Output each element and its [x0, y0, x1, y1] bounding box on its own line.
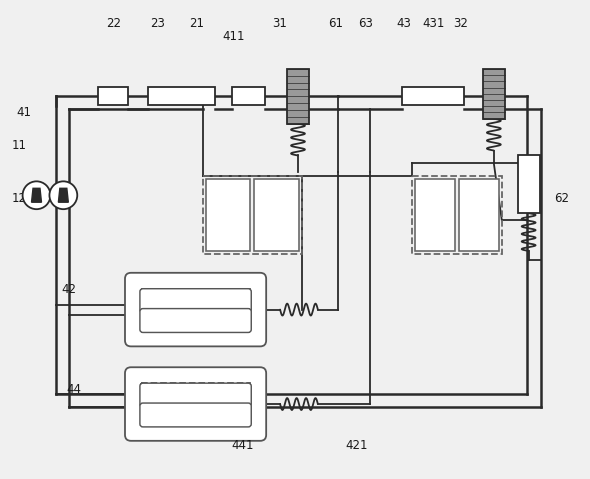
Bar: [517, 156, 540, 213]
Bar: [412, 176, 502, 254]
FancyBboxPatch shape: [125, 367, 266, 441]
Circle shape: [22, 182, 50, 209]
Text: 441: 441: [231, 439, 254, 452]
Bar: [141, 289, 250, 331]
Bar: [402, 87, 464, 105]
Text: 32: 32: [454, 17, 468, 30]
Bar: [148, 87, 215, 105]
Text: 421: 421: [345, 439, 368, 452]
Text: 31: 31: [273, 17, 287, 30]
Bar: [141, 383, 250, 425]
Polygon shape: [58, 188, 68, 202]
Text: 41: 41: [16, 106, 31, 119]
Text: 44: 44: [67, 383, 82, 396]
Text: 63: 63: [358, 17, 373, 30]
Text: 42: 42: [62, 283, 77, 296]
Bar: [202, 176, 302, 254]
Text: 62: 62: [554, 192, 569, 205]
Text: 22: 22: [107, 17, 122, 30]
Text: 21: 21: [189, 17, 204, 30]
Circle shape: [50, 182, 77, 209]
FancyBboxPatch shape: [140, 308, 251, 332]
FancyBboxPatch shape: [125, 273, 266, 346]
Text: 411: 411: [222, 30, 245, 43]
FancyBboxPatch shape: [140, 289, 251, 313]
FancyBboxPatch shape: [140, 403, 251, 427]
Bar: [232, 87, 265, 105]
Bar: [254, 179, 299, 251]
Text: 12: 12: [12, 192, 27, 205]
Text: 11: 11: [12, 139, 27, 152]
Bar: [205, 179, 250, 251]
Bar: [98, 87, 128, 105]
Text: 23: 23: [150, 17, 165, 30]
Text: 431: 431: [422, 17, 444, 30]
FancyBboxPatch shape: [140, 383, 251, 407]
Text: 43: 43: [396, 17, 411, 30]
Bar: [287, 69, 309, 124]
Text: 61: 61: [328, 17, 343, 30]
Bar: [483, 69, 505, 119]
Polygon shape: [31, 188, 41, 202]
Bar: [459, 179, 499, 251]
Bar: [415, 179, 455, 251]
